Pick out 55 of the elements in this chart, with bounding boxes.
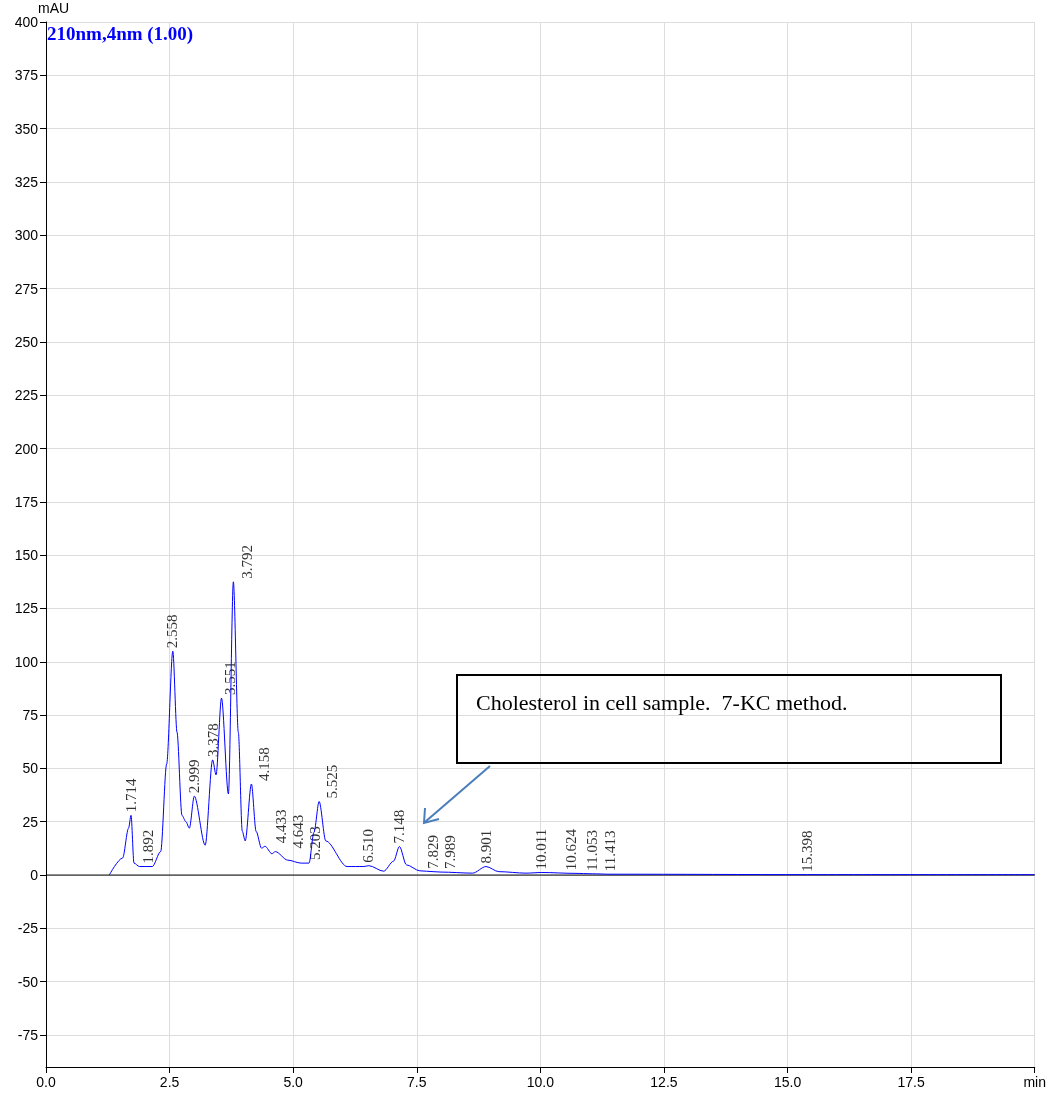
y-tick-label: 150 [14, 547, 39, 564]
annotation: 11.053 [584, 830, 601, 871]
annotation: Cholesterol in cell sample. 7-KC method. [476, 690, 848, 716]
annotation: 1.714 [122, 778, 139, 813]
annotation: 3.378 [204, 723, 221, 757]
y-tick-label: 200 [14, 440, 39, 457]
annotation: 2.558 [164, 614, 181, 649]
annotation: 1.892 [139, 829, 156, 864]
x-tick-label: 0.0 [36, 1074, 56, 1090]
annotation: 7.829 [425, 834, 442, 869]
y-tick-label: 250 [14, 333, 39, 350]
x-tick-label: 17.5 [897, 1074, 925, 1090]
line-series [108, 581, 1036, 876]
y-tick-label: 225 [14, 387, 39, 404]
x-tick-label: 5.0 [283, 1074, 304, 1090]
text: 210nm,4nm (1.00) [47, 23, 194, 45]
annotation: 7.989 [442, 835, 459, 870]
y-tick-label: 50 [22, 760, 39, 777]
annotation: 3.792 [238, 545, 255, 579]
annotation: 15.398 [799, 830, 816, 872]
y-tick-label: 300 [14, 227, 39, 244]
annotation: 5.525 [323, 764, 340, 799]
annotation: 4.643 [289, 814, 306, 849]
x-tick-label: 12.5 [650, 1074, 678, 1090]
x-tick-label: 7.5 [407, 1074, 427, 1090]
y-tick-label: -25 [17, 920, 39, 937]
y-tick-label: 375 [14, 67, 39, 84]
y-axis-title: mAU [38, 0, 70, 17]
y-tick-label: -50 [17, 973, 39, 990]
y-tick-label: 400 [14, 14, 39, 30]
x-tick-label: 2.5 [159, 1074, 180, 1090]
x-tick-label: min [1023, 1074, 1046, 1090]
annotation: 3.551 [221, 661, 238, 696]
y-tick-label: 0 [30, 867, 39, 884]
annotation: 2.999 [186, 759, 203, 794]
y-tick-label: 25 [22, 813, 39, 830]
y-tick-label: 75 [22, 707, 39, 724]
y-tick-label: 275 [14, 280, 39, 297]
annotation: 4.433 [272, 809, 289, 844]
annotation: 10.624 [563, 828, 580, 871]
x-tick-label: 10.0 [526, 1074, 555, 1090]
y-tick-label: 125 [14, 600, 39, 617]
annotation: 7.148 [391, 809, 408, 844]
annotation: 6.510 [359, 828, 376, 863]
annotation: 4.158 [255, 747, 272, 781]
y-tick-label: -75 [17, 1027, 39, 1044]
y-tick-label: 100 [14, 653, 39, 670]
x-tick-label: 15.0 [773, 1074, 802, 1090]
annotation: 5.203 [306, 826, 323, 861]
annotation: 8.901 [478, 829, 495, 864]
y-tick-label: 175 [14, 493, 39, 510]
annotation: 11.413 [602, 830, 619, 872]
annotation: 10.011 [532, 828, 549, 870]
y-tick-label: 350 [14, 120, 39, 137]
y-tick-label: 325 [14, 173, 39, 190]
